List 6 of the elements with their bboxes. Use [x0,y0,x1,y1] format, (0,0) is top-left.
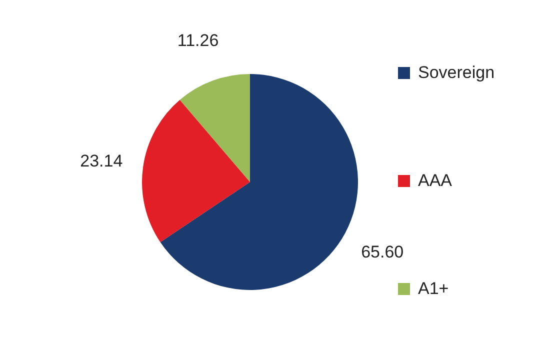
legend-label: A1+ [418,279,449,299]
legend-label: Sovereign [418,63,495,83]
legend-label: AAA [418,171,452,191]
data-label: 65.60 [361,242,404,262]
data-label: 11.26 [177,30,219,50]
data-label: 23.14 [80,151,123,170]
